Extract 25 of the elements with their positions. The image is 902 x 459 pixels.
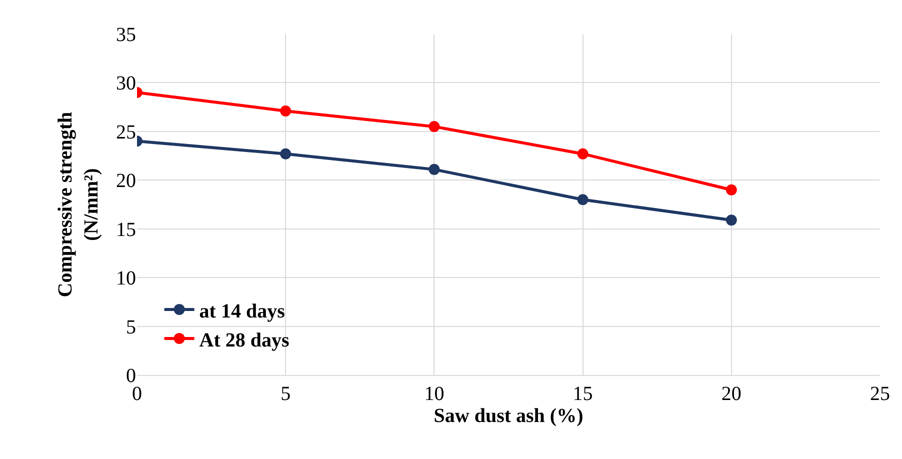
y-tick-label: 20 (116, 170, 136, 192)
y-axis-title: Compressive strength (N/mm²) (54, 112, 102, 298)
y-tick-label: 0 (126, 365, 136, 387)
x-axis-title: Saw dust ash (%) (434, 405, 584, 427)
point (280, 105, 292, 116)
point (428, 121, 440, 132)
x-tick-label: 5 (280, 383, 291, 405)
y-tick-label: 35 (116, 24, 136, 46)
point (577, 194, 588, 206)
point (280, 148, 292, 160)
y-tick-label: 10 (116, 268, 136, 290)
y-tick-label: 30 (116, 72, 136, 95)
x-tick-label: 10 (424, 383, 444, 405)
point (428, 164, 440, 175)
point (726, 184, 737, 196)
y-tick-label: 25 (116, 121, 136, 144)
y-tick-label: 15 (116, 218, 136, 241)
x-tick-label: 15 (572, 383, 593, 405)
legend-label: At 28 days (199, 329, 290, 352)
point (577, 148, 588, 160)
x-tick-label: 20 (721, 383, 742, 405)
legend-label: at 14 days (199, 300, 286, 322)
y-tick-label: 5 (126, 316, 136, 338)
x-tick-label: 25 (870, 383, 890, 405)
point (726, 214, 737, 226)
